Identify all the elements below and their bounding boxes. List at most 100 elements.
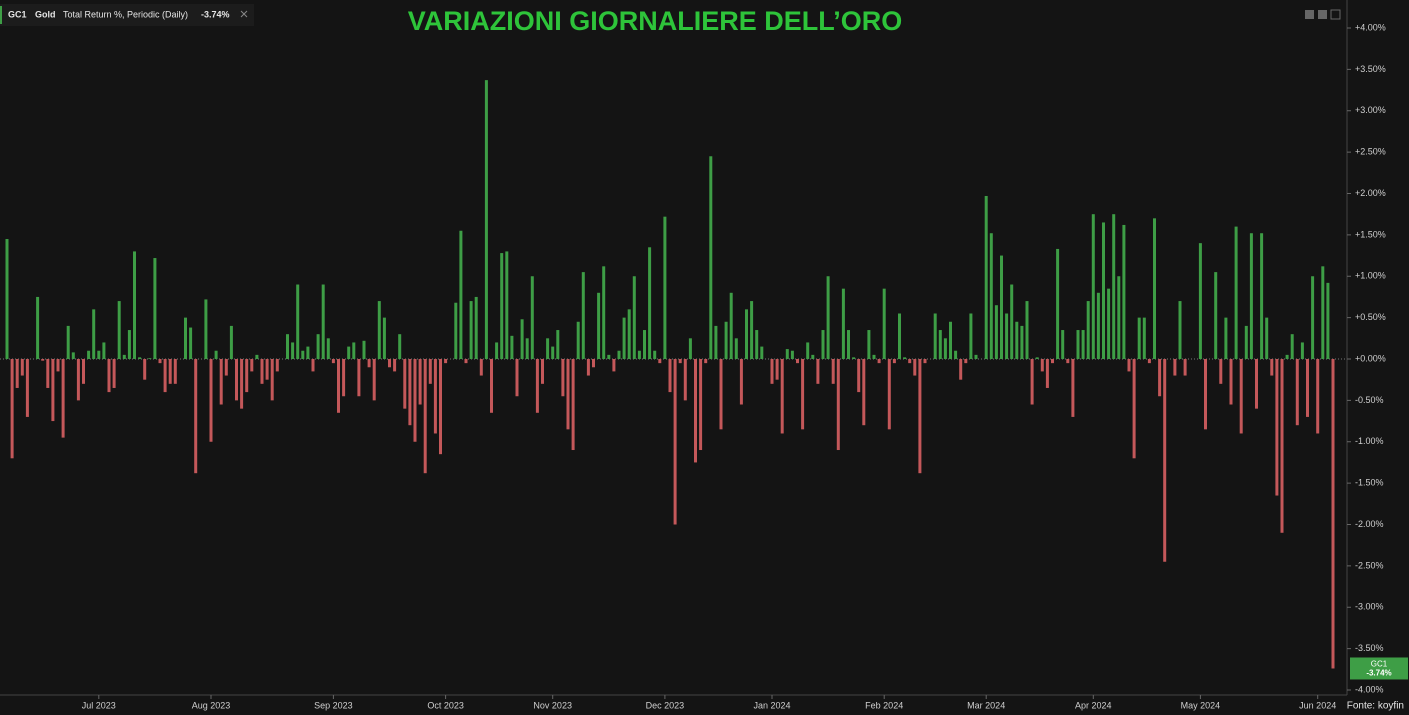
bar	[1260, 233, 1264, 359]
bar	[1249, 233, 1253, 359]
bar	[576, 321, 580, 359]
bar	[168, 359, 172, 384]
y-tick-label: +1.00%	[1355, 271, 1386, 281]
bar	[831, 359, 835, 384]
x-tick-label: Nov 2023	[533, 700, 572, 710]
bar	[974, 354, 978, 359]
bar	[219, 359, 223, 405]
bar	[1290, 334, 1294, 359]
bar	[898, 313, 901, 359]
bar	[87, 350, 91, 359]
bar	[1005, 313, 1009, 359]
bar	[520, 319, 524, 359]
bar	[887, 359, 891, 430]
bar	[1239, 359, 1243, 434]
bar	[541, 359, 544, 384]
bar	[923, 359, 927, 364]
bar	[286, 334, 289, 359]
x-tick-label: Apr 2024	[1075, 700, 1112, 710]
bar	[224, 359, 228, 376]
y-tick-label: +3.50%	[1355, 64, 1386, 74]
last-value-tag	[1350, 657, 1408, 680]
bar	[1306, 359, 1309, 417]
bar	[331, 359, 335, 364]
bar	[750, 301, 754, 359]
bar	[92, 309, 96, 359]
bar	[617, 350, 621, 359]
x-tick-label: Feb 2024	[865, 700, 903, 710]
bar	[694, 359, 697, 463]
bar	[1076, 330, 1080, 359]
bar	[56, 359, 60, 372]
x-tick-label: Jun 2024	[1299, 700, 1336, 710]
bar	[10, 359, 14, 459]
bar	[479, 359, 483, 376]
bar	[903, 357, 907, 359]
bar	[291, 342, 295, 359]
toolbar-expand[interactable]	[1330, 9, 1341, 20]
bar	[602, 266, 606, 359]
bar	[867, 330, 871, 359]
bar	[775, 359, 779, 380]
bar	[892, 359, 896, 364]
bar	[882, 288, 886, 359]
bar	[1270, 359, 1274, 376]
bar	[112, 359, 116, 388]
bar	[673, 359, 677, 525]
y-tick-label: +1.50%	[1355, 229, 1386, 239]
bar	[173, 359, 177, 384]
bar	[61, 359, 65, 438]
bar	[607, 354, 611, 359]
bar	[994, 305, 998, 359]
legend-close[interactable]	[240, 10, 248, 18]
bar	[1326, 282, 1330, 359]
bar	[964, 359, 968, 364]
x-tick-label: May 2024	[1181, 700, 1221, 710]
y-tick-label: -3.00%	[1355, 602, 1384, 612]
bar	[143, 359, 147, 380]
y-tick-label: -0.50%	[1355, 395, 1384, 405]
bar	[729, 292, 733, 359]
bar	[938, 330, 942, 359]
bar	[1163, 359, 1167, 562]
bar	[918, 359, 922, 474]
bar	[1040, 359, 1044, 372]
bar	[158, 359, 162, 364]
bar	[933, 313, 937, 359]
bar	[872, 354, 876, 359]
toolbar-up[interactable]	[1305, 10, 1314, 19]
toolbar-down[interactable]	[1318, 10, 1327, 19]
bar	[76, 359, 80, 401]
bar	[1142, 317, 1146, 359]
bar	[138, 357, 142, 359]
bar	[1229, 359, 1233, 405]
bar	[296, 284, 300, 359]
bar	[214, 350, 218, 359]
bar	[597, 292, 601, 359]
bar	[342, 359, 346, 397]
bar	[801, 359, 805, 430]
bar	[433, 359, 437, 434]
bar	[668, 359, 672, 393]
bar	[663, 216, 667, 359]
bar	[556, 330, 560, 359]
bar	[704, 359, 708, 364]
bar	[20, 359, 24, 376]
bar	[1137, 317, 1141, 359]
bar	[367, 359, 371, 368]
bar	[877, 359, 881, 364]
bar	[301, 350, 305, 359]
bar	[362, 340, 366, 359]
source: Fonte: koyfin	[1347, 701, 1404, 712]
bar	[806, 342, 810, 359]
bar	[107, 359, 111, 393]
bar	[714, 325, 718, 359]
bar	[1020, 325, 1024, 359]
bar	[913, 359, 917, 376]
bar	[260, 359, 264, 384]
bar	[388, 359, 391, 368]
legend-box	[0, 4, 254, 26]
bar	[265, 359, 269, 380]
